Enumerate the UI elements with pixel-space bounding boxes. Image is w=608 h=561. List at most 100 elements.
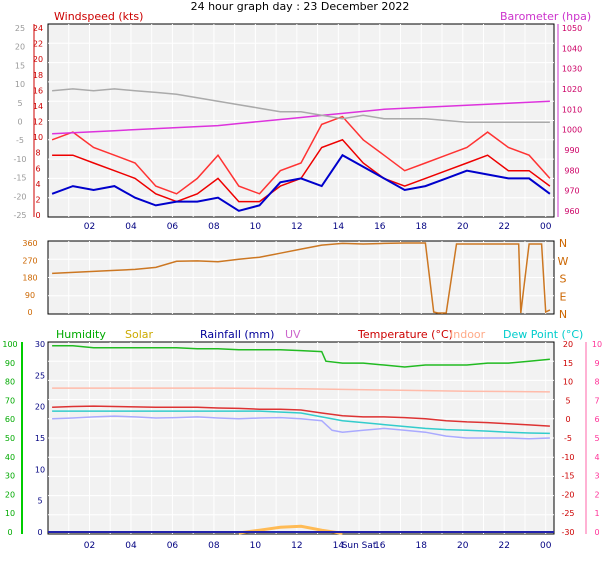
y-tick-label: 0: [27, 308, 32, 317]
y-tick-label: 10: [33, 133, 43, 142]
y-tick-label: 30: [5, 472, 15, 481]
y-tick-label: 30: [35, 340, 45, 349]
x-tick-label: 02: [84, 222, 95, 232]
y-tick-label: 360: [22, 239, 37, 248]
y-tick-label: 980: [564, 166, 579, 175]
y-tick-label: 2: [594, 490, 599, 499]
series-gust: [51, 115, 551, 195]
x-tick-label: 16: [374, 222, 386, 232]
y-tick-label: -25: [561, 509, 574, 518]
y-tick-label: 1000: [562, 126, 582, 135]
panel2-grid: [48, 241, 554, 314]
x-tick-label: 08: [208, 541, 220, 551]
legend-solar: Solar: [125, 328, 154, 341]
y-tick-label: 20: [5, 490, 15, 499]
series-baro: [52, 100, 550, 135]
x-tick-label: 20: [457, 541, 469, 551]
y-tick-label: 40: [5, 453, 15, 462]
series-indoor: [52, 387, 550, 393]
y-tick-label: 4: [35, 180, 40, 189]
x-tick-label: Sun Sat: [342, 541, 377, 551]
y-tick-label: 80: [5, 378, 15, 387]
y-tick-label: 10: [5, 509, 15, 518]
y-tick-label: 100: [2, 340, 17, 349]
panel3-axes: 1009080706050403020100302520151050201510…: [2, 340, 602, 551]
y-tick-label: 4: [594, 453, 599, 462]
x-tick-label: 18: [416, 541, 428, 551]
x-tick-label: 00: [540, 541, 552, 551]
y-tick-label: 15: [563, 359, 573, 368]
y-tick-label: 0: [35, 211, 40, 220]
legend-uv: UV: [285, 328, 301, 341]
y-tick-label: 180: [22, 274, 37, 283]
y-tick-label: -20: [13, 192, 26, 201]
y-tick-label: 990: [564, 146, 579, 155]
y-tick-label: 20: [15, 43, 25, 52]
y-tick-label: 90: [5, 359, 15, 368]
x-tick-label: 06: [167, 222, 179, 232]
y-tick-label: -10: [13, 155, 26, 164]
chart-title: 24 hour graph day : 23 December 2022: [191, 0, 410, 13]
series-dir: [52, 242, 551, 314]
y-tick-label: 5: [594, 434, 599, 443]
y-tick-label: 22: [33, 40, 43, 49]
y-tick-label: 1040: [562, 44, 582, 53]
y-tick-label: N: [559, 308, 567, 321]
x-tick-label: 22: [499, 541, 510, 551]
y-tick-label: 0: [37, 528, 42, 537]
y-tick-label: 270: [22, 256, 37, 265]
panel2-series: [52, 242, 551, 314]
x-tick-label: 18: [416, 222, 428, 232]
x-tick-label: 00: [540, 222, 552, 232]
y-tick-label: 20: [563, 340, 573, 349]
y-tick-label: 15: [15, 61, 25, 70]
y-tick-label: 14: [33, 102, 43, 111]
x-tick-label: 12: [291, 222, 302, 232]
y-tick-label: 25: [35, 371, 45, 380]
panel3-series: [48, 345, 554, 535]
y-tick-label: 50: [5, 434, 15, 443]
x-tick-label: 12: [291, 541, 302, 551]
y-tick-label: -20: [561, 490, 574, 499]
y-tick-label: 5: [17, 99, 22, 108]
baro-axis-label: Barometer (hpa): [500, 10, 591, 23]
panel3-grid: [48, 342, 554, 534]
series-temperature: [52, 405, 550, 427]
y-tick-label: -15: [561, 472, 574, 481]
y-tick-label: 25: [15, 24, 25, 33]
y-tick-label: -30: [561, 528, 574, 537]
y-tick-label: 1020: [562, 85, 582, 94]
series-dewpoint: [52, 410, 550, 435]
y-tick-label: 9: [594, 359, 599, 368]
y-tick-label: 20: [35, 403, 45, 412]
y-tick-label: 70: [5, 396, 15, 405]
x-tick-label: 16: [374, 541, 386, 551]
y-tick-label: -5: [564, 434, 572, 443]
y-tick-label: 16: [33, 86, 43, 95]
x-tick-label: 04: [125, 541, 137, 551]
y-tick-label: 8: [594, 378, 599, 387]
y-tick-label: 8: [35, 149, 40, 158]
y-tick-label: 15: [35, 434, 45, 443]
x-tick-label: 02: [84, 541, 95, 551]
y-tick-label: 0: [17, 118, 22, 127]
y-tick-label: 2: [35, 195, 40, 204]
y-tick-label: 0: [594, 528, 599, 537]
y-tick-label: N: [559, 237, 567, 250]
x-tick-label: 04: [125, 222, 137, 232]
y-tick-label: W: [558, 255, 569, 268]
y-tick-label: 6: [594, 415, 599, 424]
x-tick-label: 22: [499, 222, 510, 232]
x-tick-label: 06: [167, 541, 179, 551]
panel1-series: [51, 88, 551, 212]
legend-temperature: Temperature (°C): [357, 328, 453, 341]
y-tick-label: 0: [7, 528, 12, 537]
y-tick-label: 18: [33, 71, 43, 80]
x-tick-label: 20: [457, 222, 469, 232]
series-avg: [51, 153, 551, 212]
y-tick-label: 960: [564, 207, 579, 216]
y-tick-label: -10: [561, 453, 574, 462]
x-tick-label: 08: [208, 222, 220, 232]
